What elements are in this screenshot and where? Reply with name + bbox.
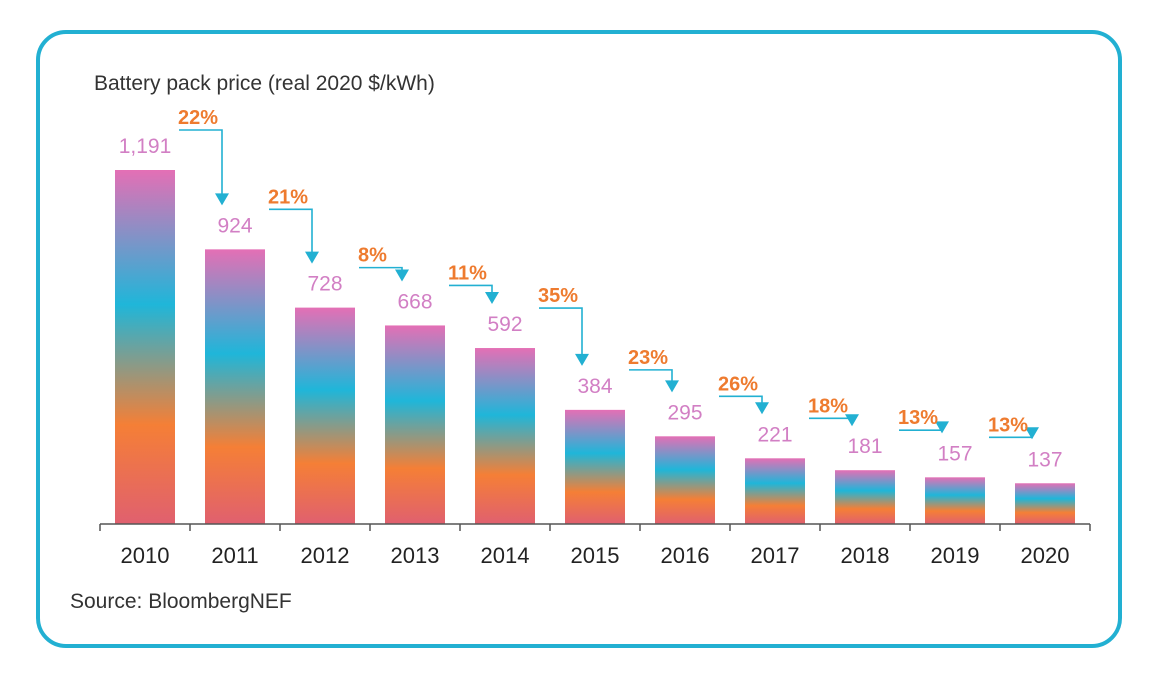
arrow-head-icon (305, 251, 319, 264)
x-tick-label-2019: 2019 (931, 543, 980, 568)
x-tick-label-2013: 2013 (391, 543, 440, 568)
arrow-head-icon (575, 353, 589, 366)
value-label-2019: 157 (937, 442, 972, 465)
x-tick-label-2010: 2010 (121, 543, 170, 568)
percent-label: 13% (898, 407, 938, 429)
value-label-2016: 295 (667, 401, 702, 424)
arrows-group (179, 129, 1039, 440)
percent-label: 21% (268, 186, 308, 208)
arrow-head-icon (845, 414, 859, 427)
x-tick-label-2016: 2016 (661, 543, 710, 568)
arrow-head-icon (755, 402, 769, 415)
arrow-connector (449, 284, 493, 295)
percent-label: 26% (718, 373, 758, 395)
x-tick-label-2011: 2011 (211, 543, 258, 568)
arrow-connector (539, 307, 583, 356)
arrow-connector (269, 208, 313, 254)
value-label-2014: 592 (487, 313, 522, 336)
bar-2013 (385, 325, 445, 524)
percent-label: 22% (178, 107, 218, 129)
percent-label: 11% (448, 262, 487, 284)
percent-label: 23% (628, 347, 668, 369)
value-label-2012: 728 (307, 273, 342, 296)
value-label-2010: 1,191 (119, 135, 172, 158)
arrow-head-icon (215, 193, 229, 206)
chart-frame (36, 30, 1122, 648)
bar-2015 (565, 409, 625, 524)
bars-group (115, 170, 1075, 524)
x-tick-label-2020: 2020 (1021, 543, 1070, 568)
bar-2017 (745, 458, 805, 524)
value-label-2015: 384 (577, 375, 612, 398)
bar-2011 (205, 249, 265, 524)
value-labels-group: 1,191 924 728 668 592 384 295 221 181 157 137 (119, 135, 1063, 471)
arrow-connector (179, 129, 223, 196)
x-tick-label-2017: 2017 (751, 543, 800, 568)
arrow-head-icon (935, 421, 949, 434)
value-label-2011: 924 (217, 214, 252, 237)
value-label-2018: 181 (847, 435, 882, 458)
x-tick-label-2015: 2015 (571, 543, 620, 568)
bar-2014 (475, 348, 535, 524)
x-tick-label-2012: 2012 (301, 543, 350, 568)
x-tick-label-2018: 2018 (841, 543, 890, 568)
value-label-2020: 137 (1027, 448, 1062, 471)
source-note: Source: BloombergNEF (70, 590, 292, 613)
percent-label: 18% (808, 395, 848, 417)
arrow-head-icon (485, 292, 499, 305)
x-axis: 2010 2011 2012 2013 2014 2015 2016 2017 2018 2019… (99, 523, 1091, 568)
bar-2016 (655, 436, 715, 524)
percent-label: 13% (988, 414, 1028, 436)
arrow-head-icon (395, 269, 409, 282)
arrow-connector (719, 395, 763, 405)
bar-2019 (925, 477, 985, 524)
bar-2020 (1015, 483, 1075, 524)
arrow-head-icon (1025, 427, 1039, 440)
percent-label: 8% (358, 245, 387, 267)
value-label-2013: 668 (397, 290, 432, 313)
value-label-2017: 221 (757, 423, 792, 446)
x-tick-label-2014: 2014 (481, 543, 530, 568)
bar-2010 (115, 170, 175, 524)
chart-title: Battery pack price (real 2020 $/kWh) (94, 72, 435, 95)
percent-label: 35% (538, 285, 578, 307)
arrow-connector (629, 369, 673, 383)
percent-labels-group: 22% 21% 8% 11% 35% 23% 26% 18% 13% 13% (178, 107, 1028, 436)
arrow-head-icon (665, 380, 679, 393)
bar-2018 (835, 470, 895, 524)
bar-2012 (295, 307, 355, 524)
